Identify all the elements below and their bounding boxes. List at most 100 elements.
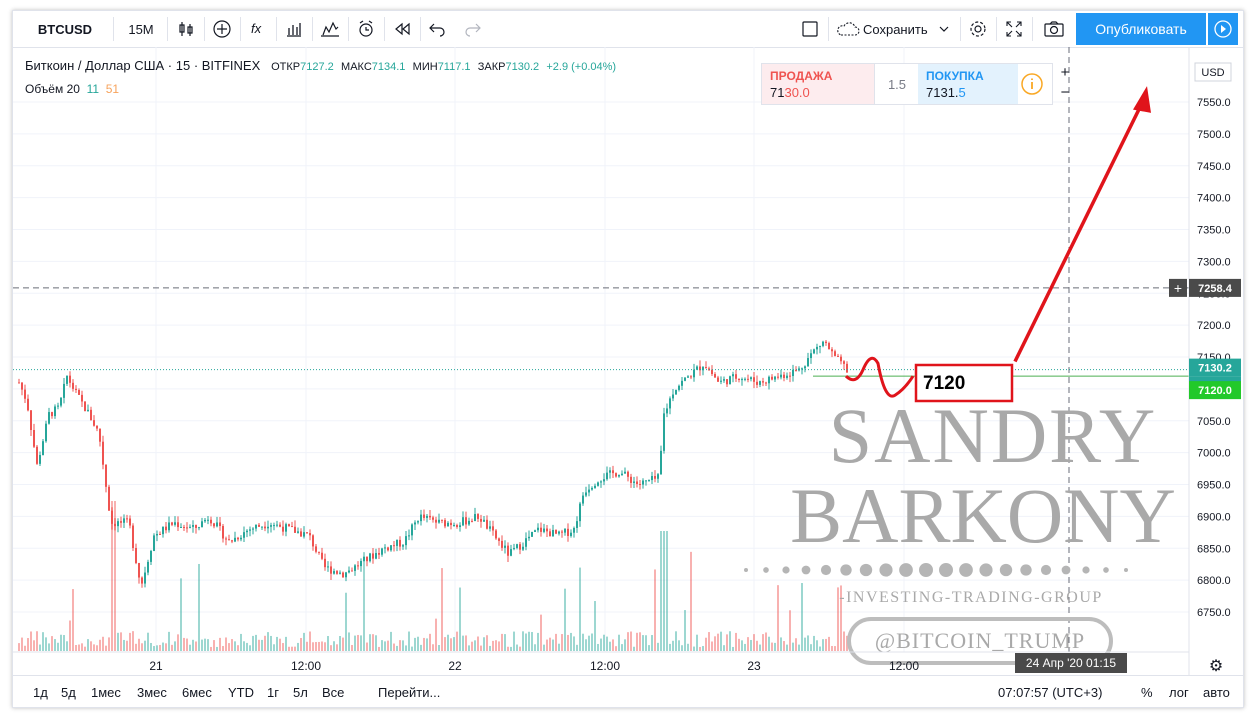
candle-body (831, 349, 833, 352)
range-button[interactable]: 6мес (182, 684, 212, 700)
zoom-out-icon[interactable]: − (1060, 84, 1070, 101)
candle-body (294, 526, 296, 533)
volume-bar (225, 637, 227, 651)
volume-bar (333, 641, 335, 651)
buy-button[interactable]: ПОКУПКА 7131.5 (918, 64, 1018, 104)
price-tick-label: 6900.0 (1197, 511, 1231, 523)
candle-body (147, 561, 149, 573)
percent-toggle[interactable]: % (1141, 684, 1153, 700)
forecast-arrowhead (1133, 86, 1151, 113)
candle-body (780, 374, 782, 378)
save-button[interactable]: Сохранить (835, 11, 957, 47)
candle-body (729, 376, 731, 385)
candle-body (117, 521, 119, 527)
clock-timezone[interactable]: 07:07:57 (UTC+3) (998, 684, 1103, 700)
candle-body (678, 385, 680, 390)
range-button[interactable]: 5л (293, 684, 308, 700)
watermark-handle-box (847, 617, 1113, 665)
range-button[interactable]: YTD (228, 684, 254, 700)
fullscreen-icon[interactable] (999, 11, 1029, 47)
volume-bar (468, 645, 470, 651)
candle-body (654, 476, 656, 479)
fx-icon[interactable]: fx (243, 11, 273, 47)
candle-body (387, 547, 389, 551)
compare-icon[interactable] (279, 11, 309, 47)
play-icon[interactable] (1208, 13, 1238, 45)
candle-body (390, 545, 392, 551)
candle-body (186, 527, 188, 529)
range-button[interactable]: Все (322, 684, 345, 700)
volume-bar (798, 644, 800, 651)
candle-body (561, 531, 563, 533)
volume-bar (234, 641, 236, 651)
candle-body (138, 563, 140, 578)
volume-bar (603, 634, 605, 651)
volume-bar (534, 644, 536, 651)
publish-button[interactable]: Опубликовать (1076, 13, 1206, 45)
candle-body (777, 376, 779, 378)
volume-bar (210, 646, 212, 651)
candle-body (318, 551, 320, 553)
volume-bar (45, 637, 47, 651)
chart-area[interactable]: SANDRY BARKONY -INVESTING-TRADING-GROUP … (13, 47, 1243, 675)
volume-bar (804, 637, 806, 651)
range-button[interactable]: 5д (61, 684, 76, 700)
candle-body (315, 546, 317, 552)
camera-icon[interactable] (1037, 11, 1071, 47)
add-indicator-icon[interactable] (207, 11, 237, 47)
sell-button[interactable]: ПРОДАЖА 7130.0 (762, 64, 874, 104)
volume-bar (96, 645, 98, 651)
volume-bar (813, 635, 815, 651)
volume-bar (666, 531, 668, 651)
log-toggle[interactable]: лог (1169, 684, 1189, 700)
volume-bar (330, 645, 332, 651)
candles-icon[interactable] (171, 11, 201, 47)
volume-bar (438, 645, 440, 651)
candle-body (552, 529, 554, 537)
legend-low: 7117.1 (437, 61, 471, 73)
range-button[interactable]: 1д (33, 684, 48, 700)
goto-date-button[interactable]: Перейти... (378, 684, 441, 700)
volume-bar (582, 633, 584, 651)
volume-bar (348, 632, 350, 651)
target-price-tag: 7120.0 (1198, 385, 1232, 397)
range-button[interactable]: 1г (267, 684, 279, 700)
crosshair-plus-box (1169, 278, 1187, 297)
candle-body (396, 539, 398, 546)
undo-icon[interactable] (423, 11, 453, 47)
range-button[interactable]: 3мес (137, 684, 167, 700)
auto-toggle[interactable]: авто (1203, 684, 1230, 700)
candle-body (345, 572, 347, 578)
volume-bar (513, 631, 515, 651)
redo-icon[interactable] (457, 11, 487, 47)
volume-bar (48, 643, 50, 651)
zoom-in-icon[interactable]: + (1060, 64, 1070, 81)
candle-body (297, 531, 299, 533)
volume-bar (282, 643, 284, 651)
candle-body (84, 401, 86, 411)
candle-body (675, 389, 677, 395)
alert-icon[interactable] (351, 11, 381, 47)
volume-bar (408, 631, 410, 651)
layout-icon[interactable] (795, 11, 825, 47)
interval-button[interactable]: 15M (128, 21, 154, 37)
candle-body (444, 520, 446, 527)
range-button[interactable]: 1мес (91, 684, 121, 700)
svg-text:fx: fx (251, 21, 262, 36)
volume-bar (483, 637, 485, 651)
symbol-search-button[interactable]: BTCUSD (37, 21, 93, 37)
volume-bar (60, 634, 62, 651)
candle-body (177, 522, 179, 528)
volume-bar (135, 643, 137, 651)
info-icon[interactable] (1020, 72, 1044, 96)
candle-body (555, 529, 557, 534)
volume-bar (546, 639, 548, 651)
candle-body (741, 379, 743, 381)
volume-bar (810, 644, 812, 651)
volume-bar (447, 634, 449, 651)
templates-icon[interactable] (315, 11, 345, 47)
candle-body (753, 377, 755, 382)
replay-icon[interactable] (387, 11, 417, 47)
volume-bar (267, 632, 269, 651)
settings-gear-icon[interactable] (963, 11, 993, 47)
